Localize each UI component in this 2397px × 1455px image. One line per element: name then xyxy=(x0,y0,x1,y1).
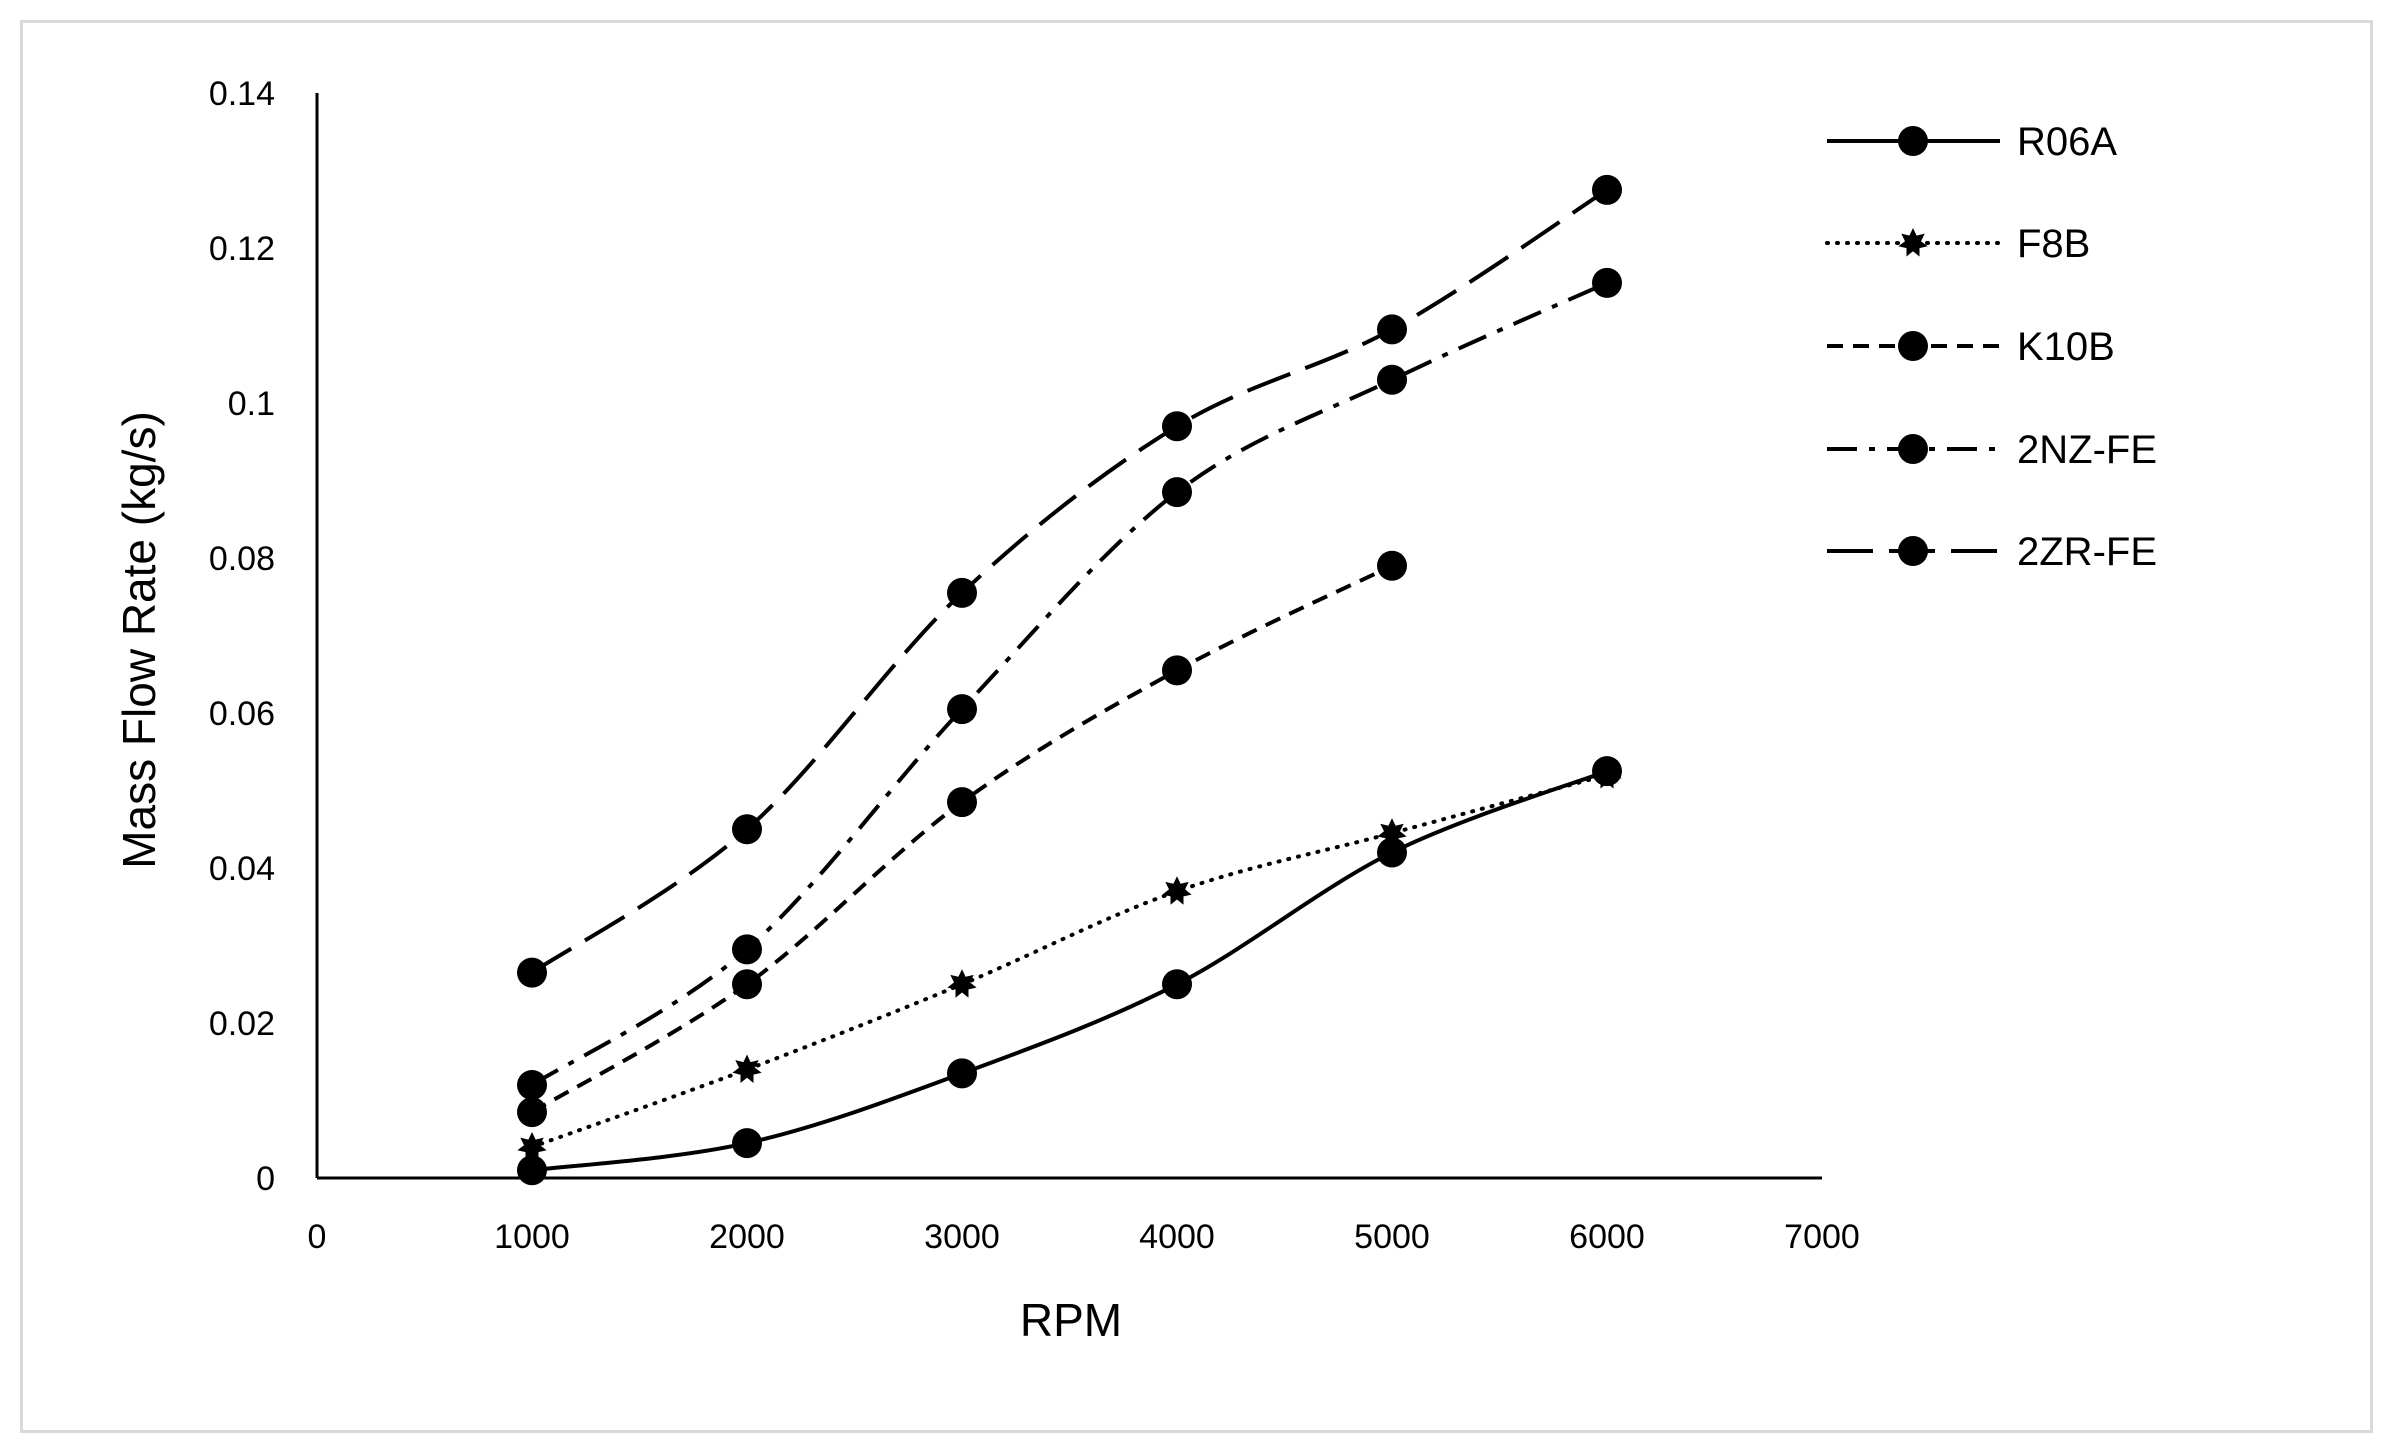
chart-frame xyxy=(20,20,2373,1433)
legend-marker-r06a xyxy=(1898,126,1928,156)
y-tick-label: 0.02 xyxy=(209,1005,275,1043)
data-point-k10b xyxy=(517,1097,547,1128)
series-line-2zr-fe xyxy=(530,188,1609,975)
legend-marker-f8b xyxy=(1898,228,1928,257)
series-line-r06a xyxy=(531,769,1608,1173)
data-point-2nz-fe xyxy=(517,1070,547,1100)
legend-label-2zr-fe: 2ZR-FE xyxy=(2017,530,2157,574)
legend-marker-2zr-fe xyxy=(1898,536,1928,566)
y-tick-label: 0.1 xyxy=(228,385,275,423)
x-tick-label: 7000 xyxy=(1784,1218,1860,1256)
series-2nz-fe xyxy=(517,267,1622,1100)
y-tick-label: 0.06 xyxy=(209,695,275,733)
data-point-2nz-fe xyxy=(947,694,977,725)
legend-label-f8b: F8B xyxy=(2017,222,2090,266)
data-point-f8b xyxy=(1592,760,1622,789)
data-point-r06a xyxy=(517,1155,547,1186)
data-point-2zr-fe xyxy=(1377,314,1407,345)
series-layer xyxy=(517,174,1622,1186)
data-point-2zr-fe xyxy=(1592,174,1622,205)
y-tick-label: 0.04 xyxy=(209,850,275,888)
series-2zr-fe xyxy=(517,174,1622,988)
data-point-r06a xyxy=(947,1058,977,1089)
x-tick-label: 3000 xyxy=(924,1218,1000,1256)
legend-label-k10b: K10B xyxy=(2017,325,2115,369)
series-line-2nz-fe xyxy=(530,281,1608,1087)
data-point-f8b xyxy=(1162,876,1192,905)
x-tick-label: 5000 xyxy=(1354,1218,1430,1256)
data-point-f8b xyxy=(517,1132,547,1161)
y-axis-title: Mass Flow Rate (kg/s) xyxy=(113,411,165,869)
data-point-f8b xyxy=(1377,818,1407,847)
legend-entry-k10b: K10B xyxy=(1827,325,2115,369)
data-point-2zr-fe xyxy=(732,814,762,845)
x-tick-label: 0 xyxy=(308,1218,327,1256)
data-point-r06a xyxy=(1162,969,1192,1000)
legend-entry-2nz-fe: 2NZ-FE xyxy=(1827,428,2157,472)
x-axis-title: RPM xyxy=(1020,1294,1122,1346)
data-point-2zr-fe xyxy=(517,957,547,988)
data-point-2nz-fe xyxy=(1162,477,1192,508)
data-point-r06a xyxy=(1377,837,1407,868)
legend: R06A F8B K10B 2NZ-FE 2ZR-FE xyxy=(1825,120,2157,574)
data-point-2zr-fe xyxy=(1162,411,1192,442)
data-point-2nz-fe xyxy=(1592,267,1622,298)
series-r06a xyxy=(517,756,1622,1186)
data-point-k10b xyxy=(947,787,977,818)
legend-entry-2zr-fe: 2ZR-FE xyxy=(1827,530,2157,574)
legend-entry-f8b: F8B xyxy=(1825,222,2090,266)
legend-marker-2nz-fe xyxy=(1898,434,1928,464)
data-point-f8b xyxy=(947,969,977,998)
legend-marker-k10b xyxy=(1898,331,1928,361)
x-tick-label: 6000 xyxy=(1569,1218,1645,1256)
data-point-k10b xyxy=(1377,550,1407,581)
data-point-r06a xyxy=(732,1128,762,1159)
data-point-2nz-fe xyxy=(1377,364,1407,395)
series-line-f8b xyxy=(530,773,1609,1149)
y-tick-label: 0.08 xyxy=(209,540,275,578)
x-tick-label: 4000 xyxy=(1139,1218,1215,1256)
x-tick-label: 1000 xyxy=(494,1218,570,1256)
data-point-f8b xyxy=(732,1054,762,1083)
y-tick-label: 0.14 xyxy=(209,75,275,113)
series-k10b xyxy=(517,550,1407,1128)
data-point-k10b xyxy=(732,969,762,1000)
series-f8b xyxy=(517,760,1622,1161)
data-point-2zr-fe xyxy=(947,577,977,608)
data-point-2nz-fe xyxy=(732,934,762,965)
y-tick-label: 0.12 xyxy=(209,230,275,268)
legend-entry-r06a: R06A xyxy=(1827,120,2117,164)
legend-label-2nz-fe: 2NZ-FE xyxy=(2017,428,2157,472)
axes: 0 1000 2000 3000 4000 5000 6000 7000 0 0.02 0.04 0.… xyxy=(209,75,1860,1256)
y-tick-label: 0 xyxy=(256,1160,275,1198)
x-tick-label: 2000 xyxy=(709,1218,785,1256)
series-line-k10b xyxy=(530,564,1393,1114)
legend-label-r06a: R06A xyxy=(2017,120,2117,164)
data-point-k10b xyxy=(1162,655,1192,686)
